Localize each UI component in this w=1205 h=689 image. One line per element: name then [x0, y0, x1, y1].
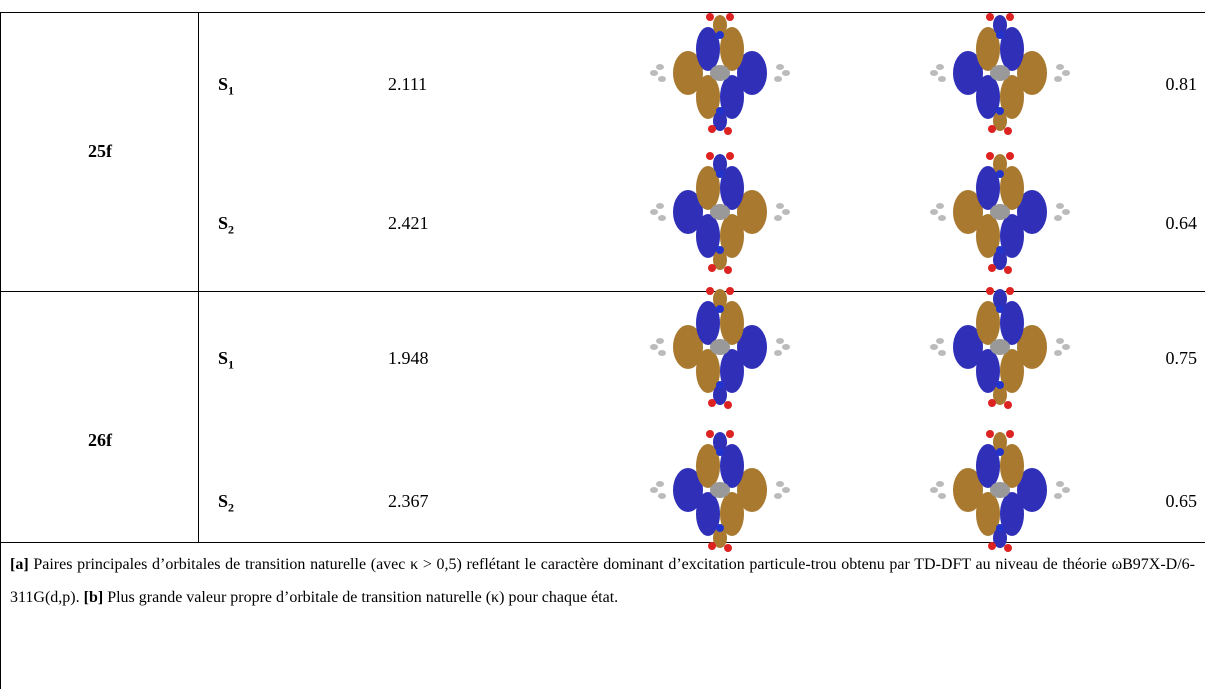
state-index: 2: [228, 500, 235, 515]
state-index: 1: [228, 83, 235, 98]
compound-label: 25f: [88, 141, 112, 161]
excitation-energy: 2.367: [388, 491, 429, 511]
state-label: S1: [218, 348, 234, 375]
orbital-image: [650, 287, 790, 409]
rule: [198, 12, 199, 542]
state-label: S2: [218, 213, 234, 240]
orbital-image: [930, 287, 1070, 409]
kappa-value: 0.81: [1165, 74, 1198, 94]
state-symbol: S: [218, 213, 229, 233]
footnote-text: Paires principales d’orbitales de transi…: [10, 556, 1196, 606]
orbital-image: [930, 430, 1070, 552]
orbital-image: [930, 152, 1070, 274]
orbital-image: [650, 13, 790, 135]
state-symbol: S: [218, 74, 229, 94]
rule: [0, 12, 1, 689]
orbital-image: [930, 13, 1070, 135]
footnote-marker: [b]: [83, 589, 104, 606]
footnote-text: Plus grande valeur propre d’orbitale de …: [107, 589, 619, 606]
kappa-value: 0.65: [1165, 491, 1198, 511]
excitation-energy: 2.421: [388, 213, 429, 233]
rule: [0, 542, 1205, 543]
state-symbol: S: [218, 491, 229, 511]
footnote-marker: [a]: [10, 556, 29, 573]
rule: [0, 291, 1205, 292]
orbital-image: [650, 152, 790, 274]
state-symbol: S: [218, 348, 229, 368]
compound-label: 26f: [88, 430, 112, 450]
orbital-image: [650, 430, 790, 552]
excitation-energy: 1.948: [388, 348, 429, 368]
rule: [0, 12, 1205, 13]
state-index: 1: [228, 357, 235, 372]
footnote: [a] Paires principales d’orbitales de tr…: [10, 548, 1195, 614]
state-label: S1: [218, 74, 234, 101]
state-index: 2: [228, 222, 235, 237]
kappa-value: 0.75: [1165, 348, 1198, 368]
excitation-energy: 2.111: [388, 74, 428, 94]
kappa-value: 0.64: [1165, 213, 1198, 233]
state-label: S2: [218, 491, 234, 518]
